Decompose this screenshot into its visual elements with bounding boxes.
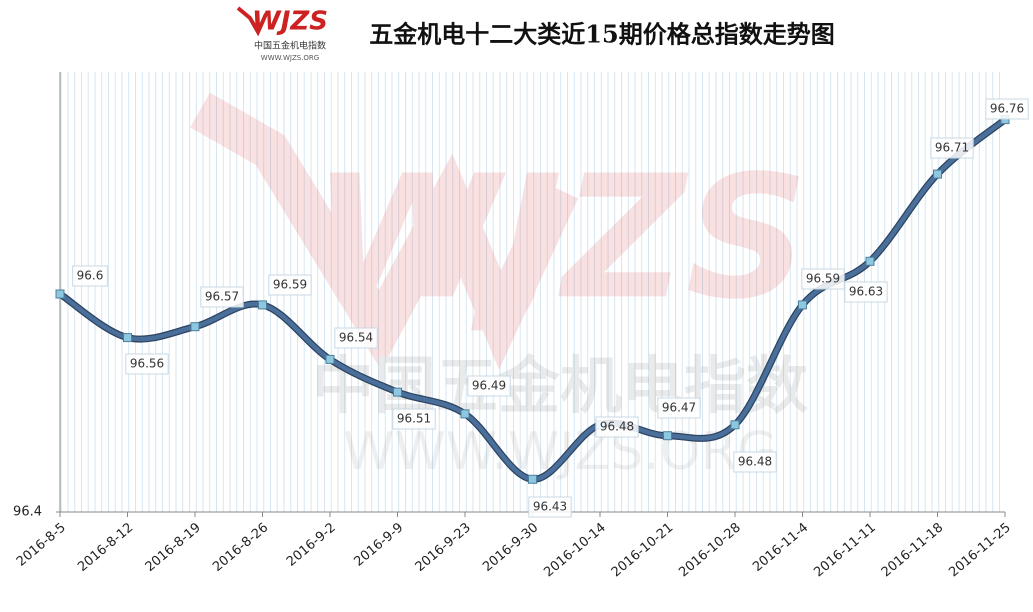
value-label-box (467, 375, 511, 397)
value-label: 96.48 (600, 420, 634, 434)
line (57, 117, 1008, 482)
value-label-box (657, 397, 701, 419)
x-tick-label: 2016-11-11 (811, 520, 879, 580)
value-label-box (985, 98, 1029, 120)
x-tick-label: 2016-11-4 (750, 520, 811, 575)
marker (663, 431, 672, 441)
value-label-box (392, 408, 436, 430)
value-label: 96.47 (662, 401, 696, 415)
value-label: 96.6 (77, 269, 104, 283)
marker (865, 256, 875, 266)
value-label: 96.57 (205, 290, 239, 304)
value-label: 96.43 (533, 500, 567, 514)
value-label-box (268, 274, 312, 296)
value-label-box (801, 268, 845, 290)
marker (933, 169, 942, 179)
marker (798, 300, 807, 310)
marker (55, 289, 65, 299)
value-label: 96.76 (990, 102, 1024, 116)
x-tick-label: 2016-10-21 (609, 520, 677, 580)
x-tick-label: 2016-11-25 (946, 520, 1014, 580)
watermark-arrow (190, 92, 579, 371)
value-label-box (844, 281, 888, 303)
watermark-url: WWW.WJZS.ORG (343, 422, 777, 482)
logo-url: WWW.WJZS.ORG (261, 54, 319, 62)
x-tick-label: 2016-11-18 (879, 520, 947, 580)
value-label-box (733, 451, 777, 473)
value-label-box (595, 416, 639, 438)
value-label-box (930, 137, 974, 159)
x-tick-label: 2016-9-9 (351, 520, 406, 569)
x-tick-label: 2016-9-30 (480, 520, 541, 575)
x-tick-label: 2016-8-12 (75, 520, 136, 575)
watermark-mark: WJZS (312, 139, 808, 337)
marker (460, 409, 470, 419)
value-label: 96.59 (806, 272, 840, 286)
value-label-box (334, 327, 378, 349)
x-tick-label: 2016-9-23 (413, 520, 474, 575)
marker (123, 333, 132, 343)
marker (325, 354, 335, 364)
x-tick-label: 2016-8-26 (210, 520, 271, 575)
chart-title: 五金机电十二大类近15期价格总指数走势图 (369, 20, 834, 49)
value-label: 96.59 (273, 278, 307, 292)
value-label: 96.54 (339, 331, 373, 345)
marker (730, 420, 740, 430)
value-label: 96.63 (849, 285, 883, 299)
value-label-box (72, 265, 108, 287)
y-tick-label: 96.4 (13, 505, 42, 520)
logo-arrow (236, 6, 268, 37)
value-label: 96.49 (472, 379, 506, 393)
logo-mark: WJZS (252, 7, 328, 37)
value-label-box (528, 496, 572, 518)
x-tick-label: 2016-8-5 (14, 520, 69, 569)
logo-name: 中国五金机电指数 (254, 40, 326, 52)
value-label: 96.48 (738, 455, 772, 469)
value-label: 96.71 (935, 141, 969, 155)
x-tick-label: 2016-10-14 (541, 520, 609, 580)
value-label: 96.56 (130, 357, 164, 371)
x-tick-label: 2016-9-2 (284, 520, 339, 569)
marker (258, 300, 267, 310)
logo: WJZS 中国五金机电指数 WWW.WJZS.ORG (236, 6, 328, 62)
value-label: 96.51 (397, 412, 431, 426)
marker (393, 387, 402, 397)
marker (528, 474, 537, 484)
value-label-box (200, 286, 244, 308)
marker (190, 322, 200, 332)
x-tick-label: 2016-8-19 (143, 520, 204, 575)
x-tick-label: 2016-10-28 (676, 520, 744, 580)
value-label-box (125, 353, 169, 375)
watermark: WJZS 中国五金机电指数 WWW.WJZS.ORG (190, 92, 808, 482)
